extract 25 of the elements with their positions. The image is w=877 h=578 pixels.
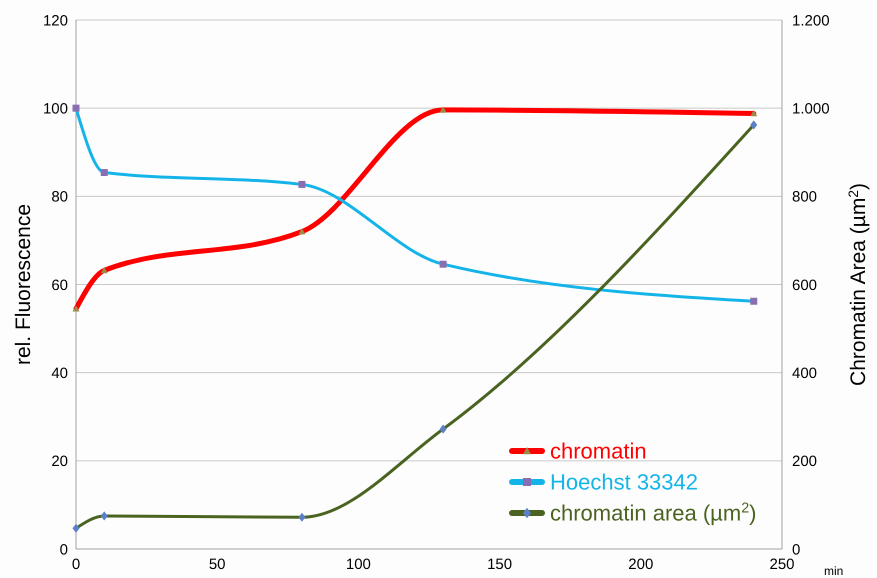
y-tick-label: 40 — [51, 364, 68, 382]
x-tick-label: 0 — [72, 556, 80, 573]
y2-tick-label: 1.200 — [792, 12, 830, 30]
legend-label: chromatin — [550, 438, 647, 464]
y-tick-label: 20 — [51, 453, 68, 470]
x-axis-title: min — [824, 564, 844, 578]
x-tick-label: 50 — [208, 556, 226, 573]
y2-tick-label: 400 — [792, 364, 818, 382]
y2-tick-label: 600 — [792, 276, 818, 294]
legend-label: Hoechst 33342 — [550, 470, 698, 495]
y2-tick-label: 200 — [792, 453, 818, 470]
y-tick-label: 120 — [42, 12, 68, 30]
y-tick-label: 0 — [60, 541, 68, 558]
y-tick-label: 60 — [51, 276, 68, 294]
x-tick-label: 100 — [346, 556, 371, 573]
x-tick-label: 200 — [628, 556, 654, 573]
y-tick-label: 100 — [42, 100, 68, 118]
y-tick-label: 80 — [51, 188, 68, 206]
y2-tick-label: 0 — [792, 541, 800, 558]
legend-label: chromatin area (µm$^{2}$) — [550, 500, 756, 526]
y-axis-title: rel. Fluorescence — [12, 204, 35, 366]
x-tick-label: 250 — [769, 556, 795, 573]
y2-tick-label: 800 — [792, 188, 818, 206]
x-tick-label: 150 — [487, 556, 512, 573]
y2-tick-label: 1.000 — [792, 100, 830, 118]
